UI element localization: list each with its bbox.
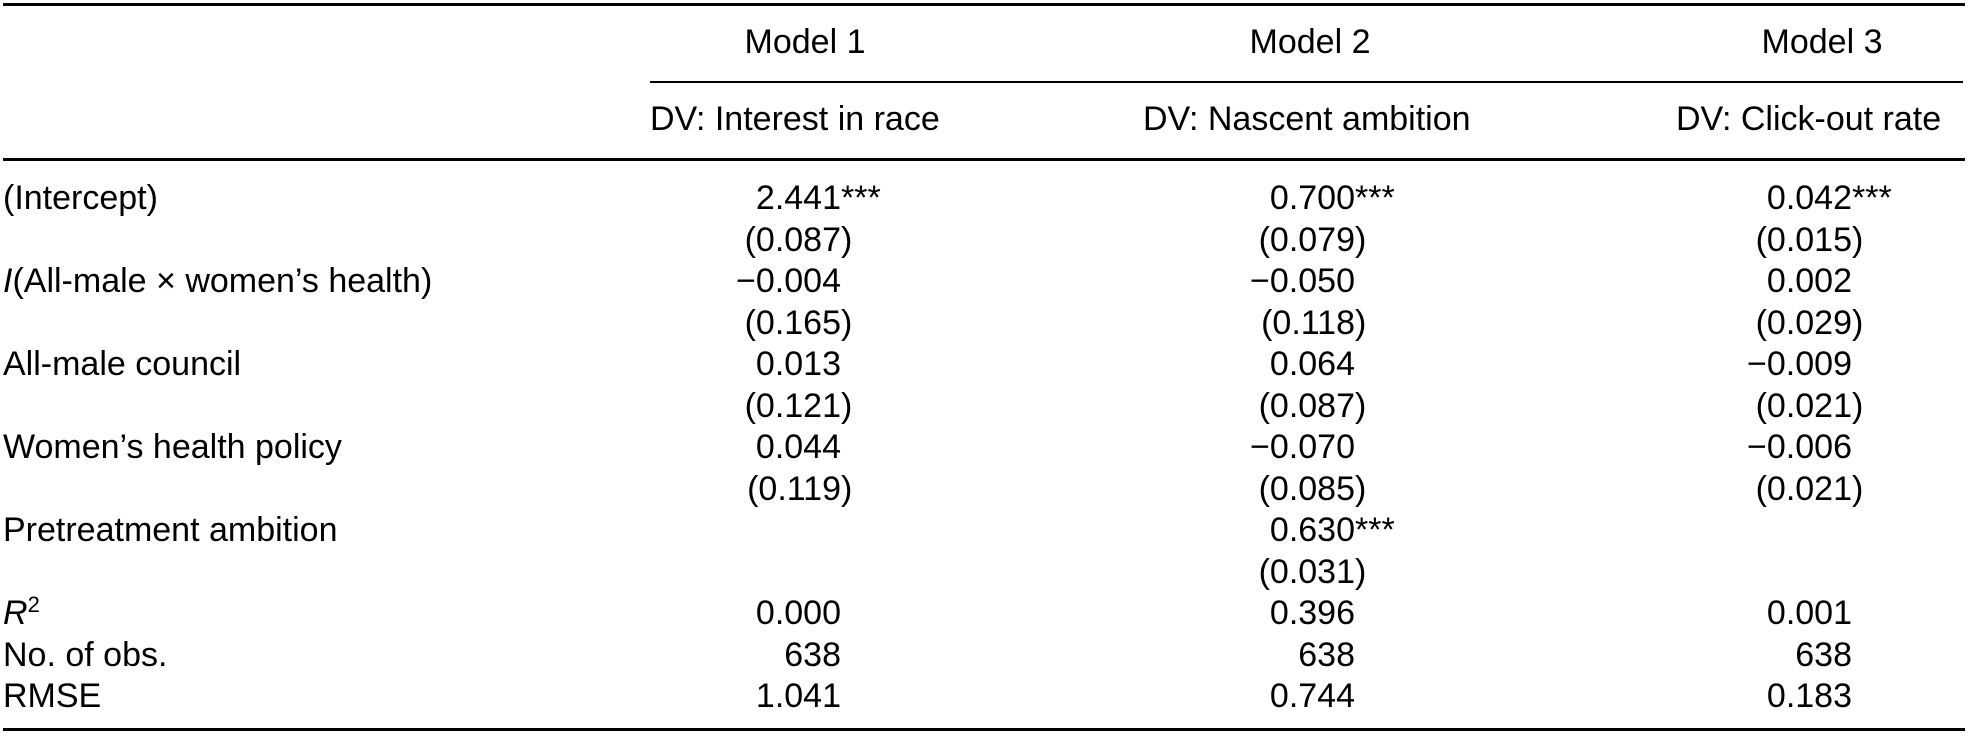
- value-cell: 0.044: [755, 428, 841, 466]
- table-row: Pretreatment ambition 0.630***: [0, 510, 1968, 552]
- value-cell: 0.183: [1766, 677, 1852, 715]
- value-cell: 638: [1795, 635, 1852, 674]
- row-label: No. of obs.: [3, 635, 167, 677]
- row-label-segment: Women’s health policy: [3, 428, 342, 466]
- table-row: R2 0.000 0.396 0.001: [0, 593, 1968, 635]
- row-label-segment: (Intercept): [3, 179, 158, 217]
- value-cell: (0.029): [1755, 303, 1864, 342]
- value-cell: (0.118): [1261, 303, 1367, 342]
- value-cell: (0.087): [744, 220, 853, 259]
- value-cell: −0.050: [1250, 262, 1355, 300]
- value-cell: −0.009: [1747, 345, 1852, 383]
- value-cell: 2.441***: [755, 179, 881, 217]
- value-cell: (0.085): [1258, 469, 1367, 508]
- table-row: No. of obs. 638 638 638: [0, 635, 1968, 677]
- top-rule: [3, 3, 1965, 6]
- value-cell: 0.013: [755, 345, 841, 383]
- bottom-rule: [3, 728, 1965, 731]
- value-cell: −0.006: [1747, 428, 1852, 466]
- value-cell: (0.121): [744, 386, 853, 425]
- table-row: (0.121) (0.087) (0.021): [0, 386, 1968, 428]
- value-cell: (0.079): [1258, 220, 1367, 259]
- table-body: (Intercept) 2.441*** 0.700*** 0.042*** (0.…: [0, 178, 1968, 718]
- dependent-variable-row: DV: Interest in race DV: Nascent ambitio…: [0, 83, 1968, 156]
- row-label: Pretreatment ambition: [3, 510, 338, 552]
- row-label-segment: RMSE: [3, 677, 102, 715]
- row-label-segment: No. of obs.: [3, 635, 168, 674]
- row-label: (Intercept): [3, 178, 158, 220]
- table-row: (0.119) (0.085) (0.021): [0, 469, 1968, 511]
- row-label-segment: (All-male × women’s health): [12, 262, 433, 300]
- value-cell: 638: [1298, 635, 1355, 674]
- table-row: (Intercept) 2.441*** 0.700*** 0.042***: [0, 178, 1968, 220]
- row-label: All-male council: [3, 344, 241, 386]
- value-cell: 0.042***: [1766, 179, 1892, 217]
- table-row: Women’s health policy 0.044 −0.070 −0.006: [0, 427, 1968, 469]
- model-2-header: Model 2: [1249, 23, 1371, 61]
- header-body-separator-rule: [3, 158, 1965, 161]
- value-cell: 0.744: [1269, 677, 1355, 715]
- table-row: RMSE 1.041 0.744 0.183: [0, 676, 1968, 718]
- value-cell: (0.119): [747, 469, 853, 508]
- value-cell: (0.087): [1258, 386, 1367, 425]
- row-label: RMSE: [3, 676, 101, 718]
- value-cell: (0.015): [1755, 220, 1864, 259]
- table-row: I(All-male × women’s health) −0.004 −0.05…: [0, 261, 1968, 303]
- row-label: R2: [3, 593, 40, 635]
- table-row: (0.087) (0.079) (0.015): [0, 220, 1968, 262]
- model-1-header: Model 1: [744, 23, 866, 61]
- value-cell: (0.021): [1755, 469, 1864, 508]
- value-cell: (0.031): [1258, 552, 1367, 591]
- row-label: I(All-male × women’s health): [3, 261, 432, 303]
- table-row: (0.031): [0, 552, 1968, 594]
- value-cell: 0.396: [1269, 594, 1355, 632]
- row-label: Women’s health policy: [3, 427, 342, 469]
- value-cell: −0.070: [1250, 428, 1355, 466]
- value-cell: (0.021): [1755, 386, 1864, 425]
- model-header-row: Model 1 Model 2 Model 3: [0, 6, 1968, 79]
- value-cell: 0.001: [1766, 594, 1852, 632]
- value-cell: 0.700***: [1269, 179, 1395, 217]
- value-cell: 0.630***: [1269, 511, 1395, 549]
- value-cell: (0.165): [744, 303, 853, 342]
- model-3-header: Model 3: [1761, 23, 1883, 61]
- model-1-dv-label: DV: Interest in race: [650, 100, 940, 138]
- row-label-segment: I: [3, 262, 13, 300]
- model-3-dv-label: DV: Click-out rate: [1676, 100, 1942, 138]
- model-header-underline: [650, 81, 1963, 83]
- row-label-segment: Pretreatment ambition: [3, 511, 338, 549]
- value-cell: 1.041: [755, 677, 841, 715]
- value-cell: 0.002: [1766, 262, 1852, 300]
- value-cell: 0.000: [755, 594, 841, 632]
- row-label-segment: 2: [27, 592, 40, 617]
- model-2-dv-label: DV: Nascent ambition: [1143, 100, 1471, 138]
- row-label-segment: All-male council: [3, 345, 242, 383]
- table-row: All-male council 0.013 0.064 −0.009: [0, 344, 1968, 386]
- table-row: (0.165) (0.118) (0.029): [0, 303, 1968, 345]
- value-cell: 0.064: [1269, 345, 1355, 383]
- value-cell: 638: [784, 635, 841, 674]
- row-label-segment: R: [3, 594, 28, 632]
- value-cell: −0.004: [736, 262, 841, 300]
